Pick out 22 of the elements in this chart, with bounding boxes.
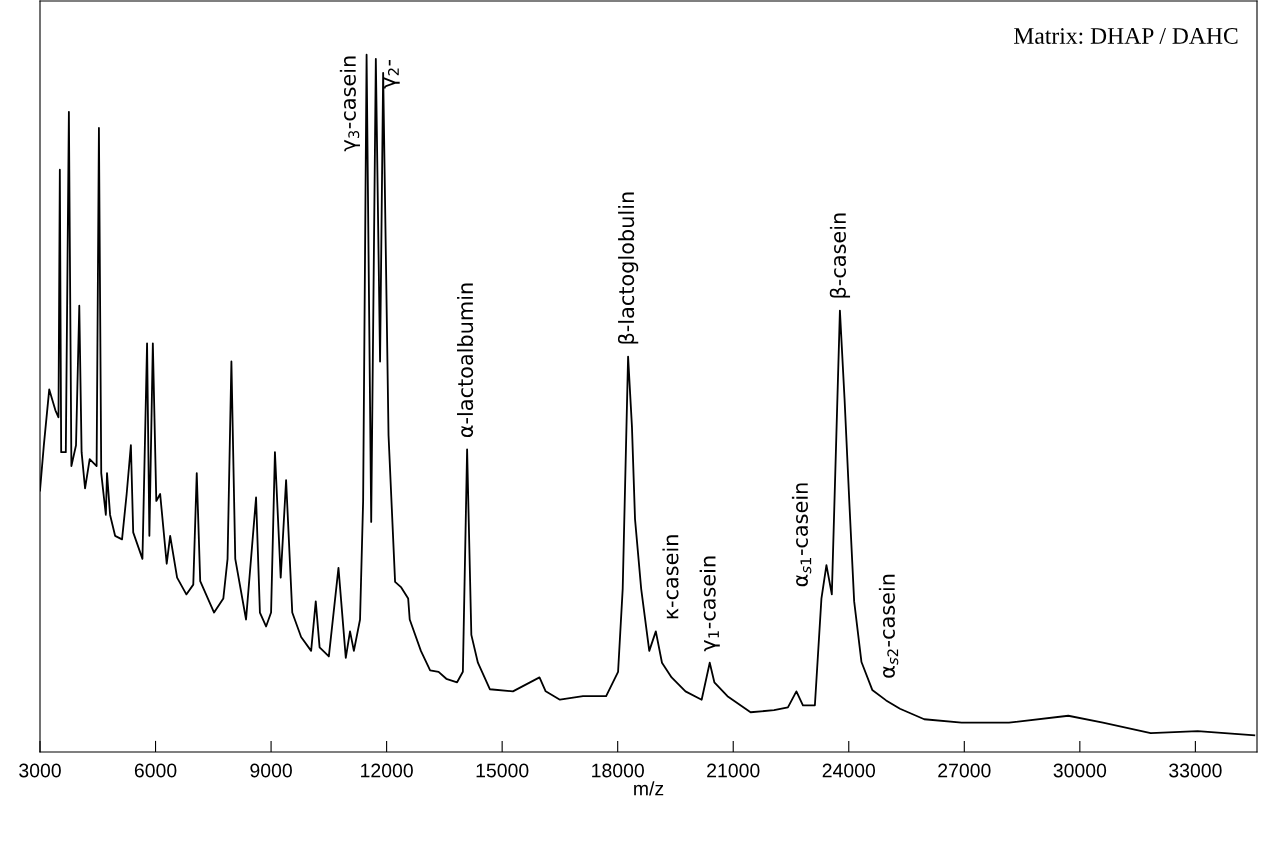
x-tick-label: 15000 — [476, 763, 529, 778]
x-tick-label: 6000 — [134, 763, 177, 778]
x-tick-label: 30000 — [1053, 763, 1107, 778]
x-tick-label: 12000 — [361, 763, 413, 778]
annotation: β-casein — [829, 213, 851, 298]
annotation: α$_{s1}$-casein — [791, 483, 812, 587]
x-tick-label: 24000 — [822, 763, 876, 778]
x-tick-label: 33000 — [1169, 763, 1222, 778]
annotation: β-lactoglobulin — [617, 192, 639, 344]
annotation: α-lactoalbumin — [457, 283, 474, 438]
x-axis-title: m/z — [634, 781, 664, 796]
annotation: α$_{s2}$-casein — [878, 574, 899, 678]
annotation: γ$_{3}$-casein — [339, 56, 360, 152]
x-tick-label: 21000 — [707, 763, 760, 778]
x-tick-label: 27000 — [938, 763, 991, 778]
x-tick-label: 9000 — [250, 763, 292, 778]
annotation: κ-casein — [662, 535, 679, 619]
x-tick-label: 3000 — [19, 763, 61, 778]
text: Matrix: DHAP / DAHC — [1014, 28, 1238, 44]
annotation: γ$_{2}$- — [383, 60, 400, 89]
x-tick-label: 18000 — [592, 763, 644, 778]
annotation: γ$_{1}$-casein — [699, 556, 720, 652]
